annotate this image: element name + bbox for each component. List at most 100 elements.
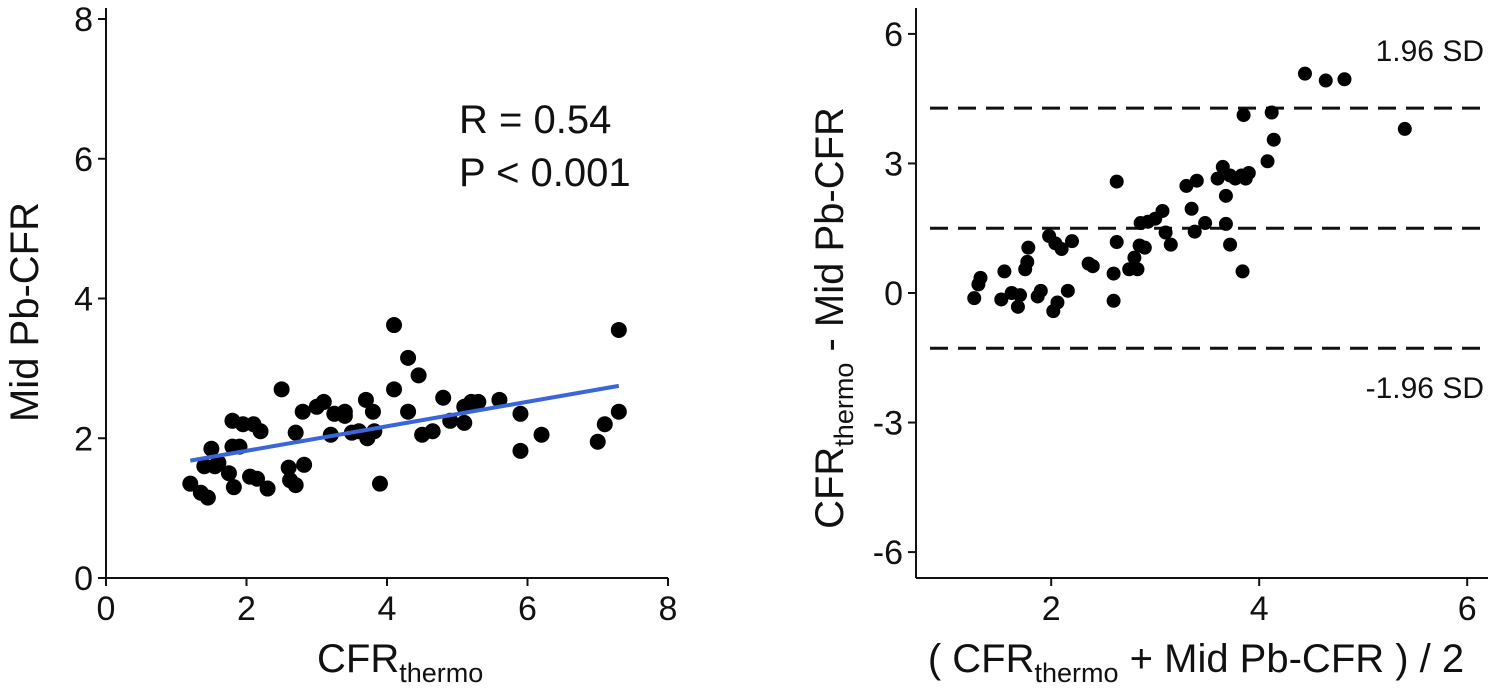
data-point bbox=[1106, 293, 1121, 308]
data-point bbox=[1130, 262, 1145, 277]
data-point bbox=[287, 424, 304, 441]
right-x-axis-title-subscript: thermo bbox=[1034, 658, 1118, 688]
data-point bbox=[1260, 154, 1275, 169]
left-x-tick-label: 2 bbox=[237, 590, 256, 628]
data-point bbox=[1021, 240, 1036, 255]
data-point bbox=[1198, 216, 1213, 231]
data-point bbox=[252, 423, 269, 440]
data-point bbox=[596, 416, 613, 433]
data-point bbox=[294, 403, 311, 420]
data-point bbox=[259, 480, 276, 497]
data-point bbox=[1065, 234, 1079, 249]
data-point bbox=[357, 391, 374, 408]
data-point bbox=[336, 403, 353, 420]
data-point bbox=[249, 470, 266, 487]
right-y-tick-label: 6 bbox=[884, 16, 903, 54]
data-point bbox=[182, 475, 199, 492]
data-point bbox=[1189, 173, 1204, 188]
data-point bbox=[1163, 237, 1178, 252]
data-point bbox=[512, 442, 529, 459]
data-point bbox=[1054, 241, 1069, 256]
data-point bbox=[435, 389, 452, 406]
right-x-tick-label: 2 bbox=[1042, 590, 1061, 628]
data-point bbox=[1158, 225, 1173, 240]
upper-limit-label: 1.96 SD bbox=[1376, 35, 1484, 68]
right-y-tick-label: -6 bbox=[873, 534, 903, 572]
data-point bbox=[456, 414, 473, 431]
data-point bbox=[1264, 105, 1279, 120]
data-point bbox=[287, 477, 304, 494]
data-point bbox=[225, 479, 242, 496]
data-point bbox=[424, 423, 441, 440]
left-x-axis-title: CFRthermo bbox=[317, 637, 483, 688]
data-point bbox=[1109, 235, 1124, 250]
data-point bbox=[1187, 224, 1202, 239]
data-point bbox=[1020, 254, 1035, 269]
regression-line bbox=[189, 383, 620, 463]
data-point bbox=[280, 459, 297, 476]
data-point bbox=[1137, 240, 1152, 255]
left-x-tick-label: 6 bbox=[518, 590, 537, 628]
data-point bbox=[1218, 216, 1233, 231]
data-point bbox=[1013, 288, 1027, 303]
data-point bbox=[1155, 203, 1170, 218]
right-x-tick-label: 6 bbox=[1458, 590, 1477, 628]
right-y-axis-title: CFRthermo - Mid Pb-CFR bbox=[808, 107, 859, 529]
data-point bbox=[1050, 295, 1065, 310]
data-point bbox=[273, 381, 290, 398]
data-point bbox=[386, 317, 403, 334]
right-y-tick-label: 3 bbox=[884, 145, 903, 183]
scatter-panel-left: 0 2 4 6 8 0 2 4 6 8 R = 0.54 P < 0.001 CFRthermo… bbox=[3, 1, 677, 688]
left-y-tick-label: 0 bbox=[74, 560, 93, 598]
left-x-tick-label: 0 bbox=[97, 590, 116, 628]
data-point bbox=[1085, 259, 1100, 274]
lower-limit-label: -1.96 SD bbox=[1366, 372, 1484, 405]
data-point bbox=[1033, 283, 1048, 298]
data-point bbox=[1337, 72, 1352, 87]
data-point bbox=[967, 291, 982, 306]
data-point bbox=[589, 433, 606, 450]
data-point bbox=[1218, 188, 1233, 203]
data-point bbox=[994, 292, 1009, 307]
data-point bbox=[610, 403, 627, 420]
data-point bbox=[997, 264, 1012, 279]
data-point bbox=[1266, 132, 1281, 147]
data-point bbox=[973, 270, 988, 285]
data-point bbox=[1236, 108, 1251, 123]
data-point bbox=[1109, 174, 1124, 189]
data-point bbox=[1184, 201, 1199, 216]
data-point bbox=[386, 381, 403, 398]
data-point bbox=[364, 403, 381, 420]
p-value-annotation: P < 0.001 bbox=[459, 151, 631, 195]
right-y-tick-label: 0 bbox=[884, 275, 903, 313]
data-point bbox=[1127, 250, 1142, 265]
data-point bbox=[1297, 66, 1312, 81]
data-point bbox=[1060, 283, 1075, 298]
bland-altman-panel-right: -6 -3 0 3 6 2 4 6 1.96 SD -1.96 SD ( CFRthermo… bbox=[808, 8, 1488, 688]
data-point bbox=[470, 393, 487, 410]
right-x-tick-label: 4 bbox=[1250, 590, 1269, 628]
data-point bbox=[610, 321, 627, 338]
right-y-axis-title-subscript: thermo bbox=[829, 363, 859, 447]
data-point bbox=[533, 426, 550, 443]
data-point bbox=[410, 367, 427, 384]
left-y-tick-label: 2 bbox=[74, 420, 93, 458]
data-point bbox=[400, 349, 417, 366]
data-point bbox=[1179, 178, 1194, 193]
data-point bbox=[210, 454, 227, 471]
data-point bbox=[1210, 171, 1225, 186]
left-y-tick-label: 8 bbox=[74, 1, 93, 39]
data-point bbox=[199, 489, 216, 506]
left-y-axis-title: Mid Pb-CFR bbox=[3, 202, 47, 422]
data-point bbox=[1235, 264, 1250, 279]
data-point bbox=[512, 405, 529, 422]
data-point bbox=[491, 391, 508, 408]
data-point bbox=[1318, 73, 1333, 88]
data-point bbox=[203, 440, 220, 457]
left-x-tick-label: 8 bbox=[659, 590, 678, 628]
data-point bbox=[1397, 121, 1412, 136]
data-point bbox=[1010, 299, 1025, 314]
data-point bbox=[400, 403, 417, 420]
data-point bbox=[315, 393, 332, 410]
